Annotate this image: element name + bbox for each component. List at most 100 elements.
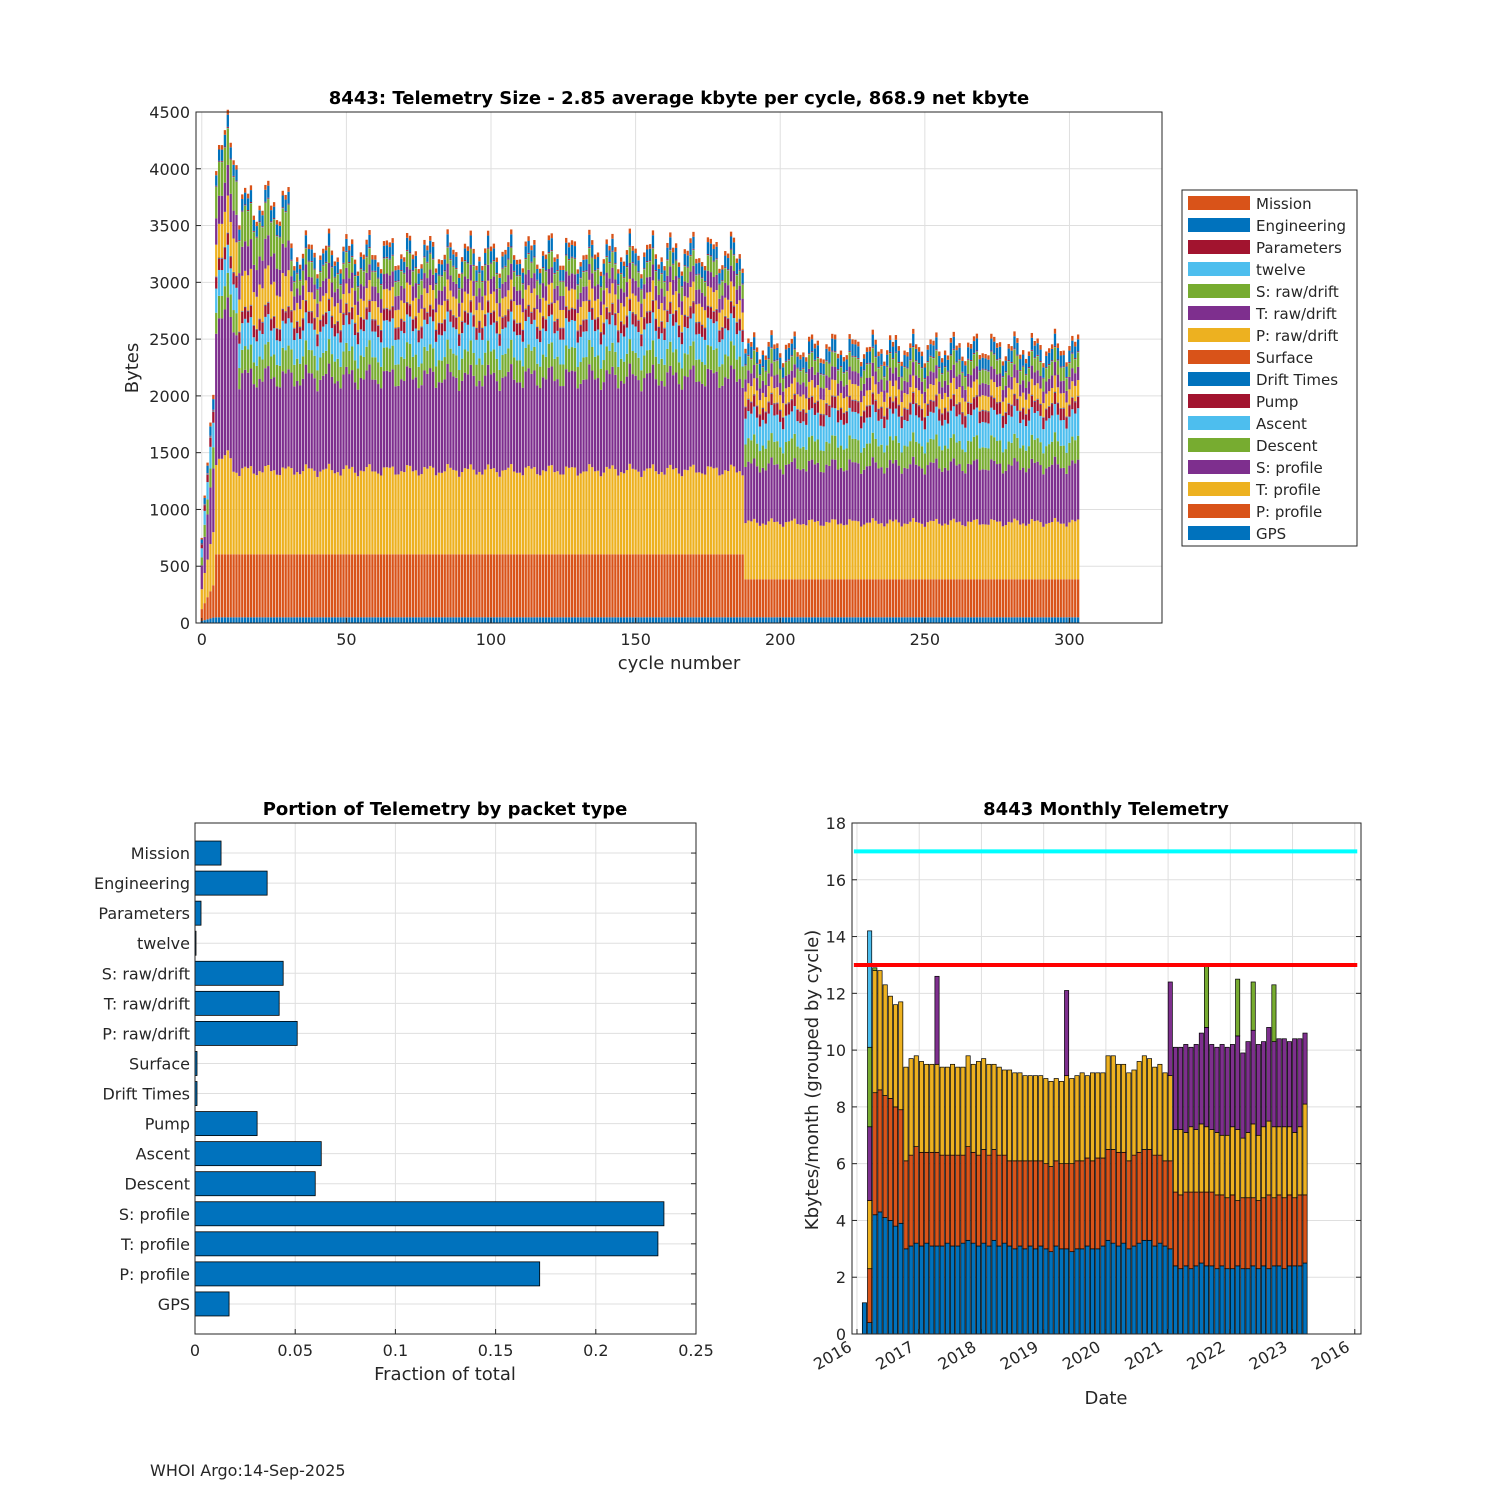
chart1-bar-segment — [718, 342, 721, 367]
chart1-bar-segment — [949, 382, 953, 399]
chart1-bar-segment — [654, 318, 658, 319]
chart1-bar-segment — [573, 617, 577, 623]
chart1-bar-segment — [715, 258, 718, 260]
chart1-bar-segment — [293, 328, 296, 329]
chart1-bar-segment — [414, 470, 417, 555]
chart1-bar-segment — [550, 303, 553, 315]
chart1-bar-segment — [215, 333, 218, 466]
chart1-bar-segment — [993, 397, 996, 399]
chart1-bar-segment — [753, 393, 756, 395]
chart1-bar-segment — [683, 281, 686, 297]
chart1-bar-segment — [622, 361, 626, 384]
chart1-bar-segment — [206, 597, 209, 620]
chart1-bar-segment — [287, 270, 290, 306]
chart1-bar-segment — [724, 268, 727, 283]
chart1-bar-segment — [654, 258, 658, 270]
chart1-bar-segment — [1050, 403, 1054, 405]
chart1-bar-segment — [854, 344, 857, 357]
chart1-bar-segment — [695, 321, 698, 323]
chart1-bar-segment — [793, 394, 796, 395]
chart1-bar-segment — [923, 379, 926, 392]
chart1-bar-segment — [634, 264, 637, 266]
chart1-bar-segment — [640, 391, 643, 477]
chart1-bar-segment — [637, 272, 640, 273]
chart1-bar-segment — [764, 524, 767, 580]
chart1-bar-segment — [883, 415, 886, 417]
chart1-bar-segment — [735, 321, 739, 323]
chart1-bar-segment — [556, 318, 559, 319]
chart1-bar-segment — [319, 271, 322, 273]
chart1-bar-segment — [920, 420, 924, 447]
chart1-bar-segment — [411, 554, 415, 618]
chart1-bar-segment — [810, 396, 814, 409]
chart1-bar-segment — [423, 554, 426, 618]
chart1-bar-segment — [729, 248, 733, 250]
chart1-bar-segment — [660, 273, 663, 275]
chart1-bar-segment — [475, 265, 478, 271]
chart1-bar-segment — [203, 504, 206, 505]
chart1-bar-segment — [741, 298, 744, 313]
chart1-bar-segment — [695, 304, 698, 322]
chart1-bar-segment — [1074, 401, 1077, 402]
chart1-bar-segment — [943, 350, 947, 355]
chart1-bar-segment — [758, 525, 762, 580]
chart1-bar-segment — [828, 417, 831, 444]
chart1-bar-segment — [599, 287, 603, 302]
chart1-bar-segment — [654, 318, 658, 320]
chart1-bar-segment — [871, 347, 874, 349]
chart1-bar-segment — [556, 318, 559, 320]
chart1-bar-segment — [897, 465, 900, 523]
chart1-bar-segment — [828, 405, 831, 418]
chart1-bar-segment — [351, 287, 354, 307]
chart1-bar-segment — [530, 312, 533, 313]
chart1-bar-segment — [831, 519, 834, 580]
chart1-bar-segment — [544, 270, 548, 272]
chart1-bar-segment — [400, 271, 403, 286]
chart1-bar-segment — [1076, 395, 1080, 397]
chart1-bar-segment — [819, 617, 822, 623]
chart1-bar-segment — [845, 470, 848, 525]
chart1-bar-segment — [539, 283, 542, 285]
chart1-bar-segment — [819, 579, 822, 618]
chart1-bar-segment — [660, 321, 663, 322]
chart1-bar-segment — [345, 465, 348, 555]
chart1-bar-segment — [241, 310, 244, 312]
chart1-bar-segment — [741, 330, 744, 331]
chart1-bar-segment — [932, 340, 935, 346]
chart1-bar-segment — [880, 467, 883, 524]
chart1-bar-segment — [313, 617, 316, 623]
chart1-bar-segment — [848, 407, 851, 436]
chart1-bar-segment — [666, 260, 669, 276]
chart1-bar-segment — [481, 296, 484, 311]
chart1-bar-segment — [400, 285, 403, 301]
chart1-bar-segment — [981, 617, 984, 623]
chart1-bar-segment — [862, 422, 866, 448]
chart1-bar-segment — [365, 370, 368, 468]
chart1-bar-segment — [1004, 449, 1007, 471]
chart2-bar — [194, 960, 284, 986]
chart1-bar-segment — [489, 263, 493, 265]
chart1-bar-segment — [619, 333, 623, 359]
chart1-bar-segment — [443, 270, 446, 272]
chart1-bar-segment — [588, 554, 591, 618]
chart1-bar-segment — [784, 415, 788, 443]
chart1-bar-segment — [394, 282, 397, 297]
chart1-bar-segment — [1059, 445, 1062, 469]
chart1-bar-segment — [1019, 448, 1022, 470]
chart1-bar-segment — [547, 253, 551, 254]
chart1-bar-segment — [1033, 340, 1036, 346]
chart1-bar-segment — [518, 263, 522, 275]
chart1-bar-segment — [426, 311, 429, 313]
chart1-bar-segment — [619, 554, 623, 618]
chart1-bar-segment — [683, 265, 686, 267]
chart1-bar-segment — [1053, 517, 1057, 580]
chart1-bar-segment — [215, 288, 218, 313]
chart1-bar-segment — [553, 272, 556, 274]
chart1-bar-segment — [619, 257, 623, 262]
chart1-bar-segment — [434, 284, 438, 285]
chart1-bar-segment — [591, 244, 594, 257]
chart1-bar-segment — [987, 371, 990, 372]
chart1-bar-segment — [614, 325, 617, 352]
chart1-bar-segment — [836, 358, 840, 370]
chart1-bar-segment — [1071, 397, 1074, 398]
